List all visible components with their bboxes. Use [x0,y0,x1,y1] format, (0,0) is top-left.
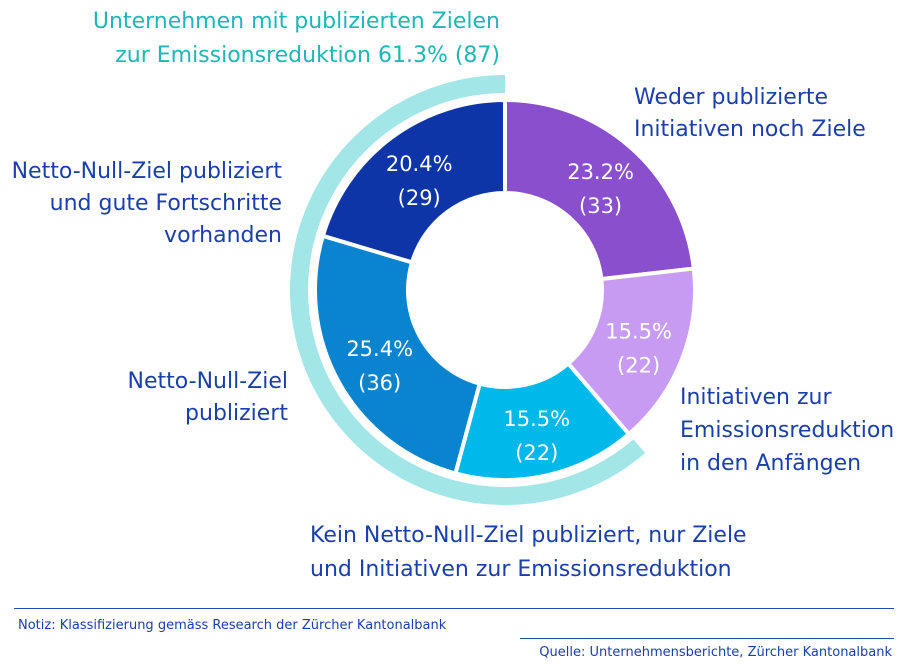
slice-count-label-4: (29) [398,186,441,210]
donut-slice-0 [503,97,697,282]
slice-count-label-1: (22) [617,353,660,377]
slice-label-anfaengen-line1: Initiativen zur [680,385,832,410]
donut-slice-2 [452,360,632,482]
slice-label-weder-line2: Initiativen noch Ziele [634,117,866,142]
slice-label-gute-fortschritte-line2: und gute Fortschritte [50,191,282,216]
footer-divider-top [14,608,894,609]
slice-count-label-2: (22) [515,441,558,465]
donut-slice-3 [313,233,483,476]
slice-label-anfaengen-line2: Emissionsreduktion [680,418,894,443]
slice-percent-label-2: 15.5% [503,407,570,431]
slice-label-gute-fortschritte-line3: vorhanden [164,223,282,248]
footer-note: Notiz: Klassifizierung gemäss Research d… [18,618,447,633]
footer-source: Quelle: Unternehmensberichte, Zürcher Ka… [539,645,892,660]
slice-percent-label-3: 25.4% [346,337,413,361]
slice-count-label-3: (36) [358,371,401,395]
slice-label-anfaengen-line3: in den Anfängen [680,451,861,476]
donut-slice-4 [320,97,507,265]
slice-percent-label-4: 20.4% [386,152,453,176]
slice-percent-label-1: 15.5% [605,319,672,343]
slice-label-netto-null-line2: publiziert [185,401,288,426]
highlight-group-label-line1: Unternehmen mit publizierten Zielen [93,9,500,34]
highlight-group-label-line2: zur Emissionsreduktion 61.3% (87) [115,43,500,68]
footer-divider-bottom [520,638,894,639]
slice-label-netto-null-line1: Netto-Null-Ziel [128,369,288,394]
slice-percent-label-0: 23.2% [567,160,634,184]
slice-label-gute-fortschritte-line1: Netto-Null-Ziel publiziert [12,159,283,184]
slice-count-label-0: (33) [579,194,622,218]
slice-label-kein-netto-null-line1: Kein Netto-Null-Ziel publiziert, nur Zie… [310,523,747,548]
highlight-group-arc [290,75,646,505]
donut-slice-1 [565,266,697,437]
slice-label-weder-line1: Weder publizierte [634,85,828,110]
slice-label-kein-netto-null-line2: und Initiativen zur Emissionsreduktion [310,557,732,582]
